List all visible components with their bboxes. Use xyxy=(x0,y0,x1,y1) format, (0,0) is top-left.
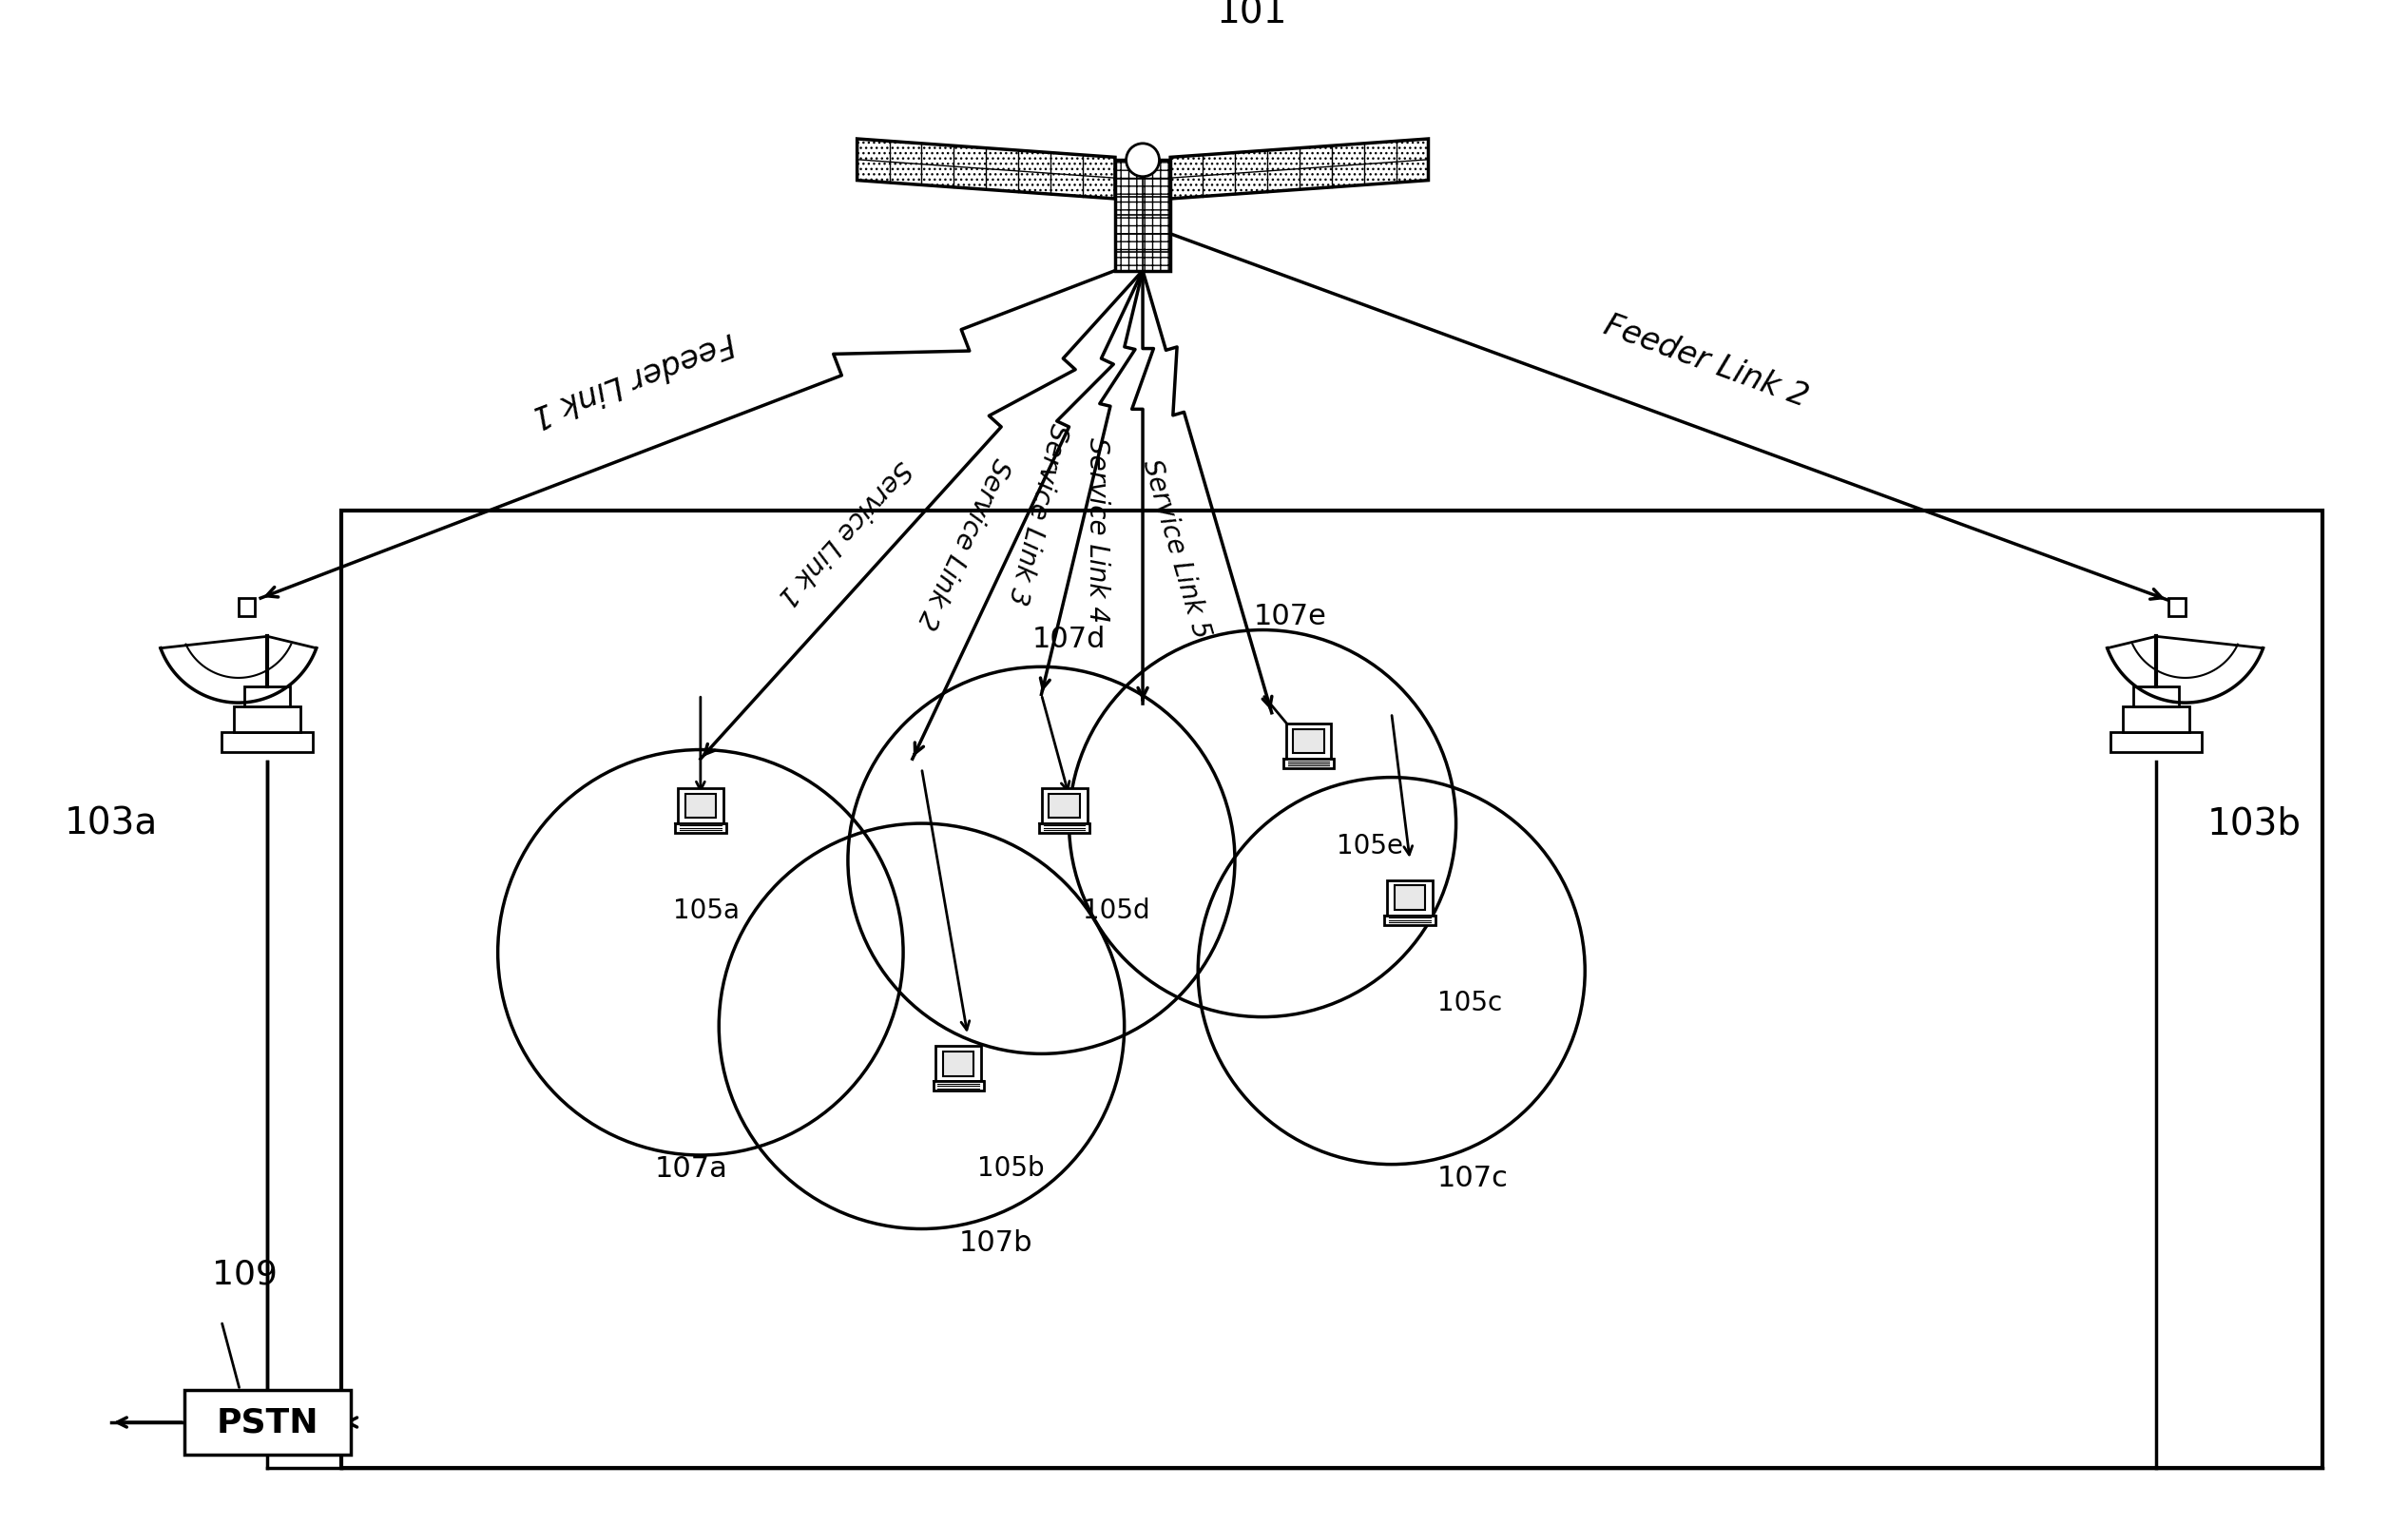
Text: 107b: 107b xyxy=(958,1229,1033,1257)
Circle shape xyxy=(1127,143,1158,177)
Text: Service Link 4: Service Link 4 xyxy=(1084,438,1110,624)
Text: Service Link 5: Service Link 5 xyxy=(1137,456,1214,642)
Text: 105e: 105e xyxy=(1336,833,1404,860)
Bar xyxy=(234,708,301,732)
Bar xyxy=(246,686,291,708)
Bar xyxy=(937,1046,982,1081)
Bar xyxy=(222,732,313,752)
Bar xyxy=(944,1051,973,1075)
Bar xyxy=(684,793,715,817)
Bar xyxy=(2109,732,2201,752)
Text: 105b: 105b xyxy=(978,1156,1045,1182)
Text: 107d: 107d xyxy=(1033,625,1105,653)
Text: 105d: 105d xyxy=(1084,898,1151,924)
Bar xyxy=(1040,824,1091,833)
Bar xyxy=(185,1391,352,1455)
Text: Service Link 1: Service Link 1 xyxy=(771,454,915,610)
Text: Feeder Link 2: Feeder Link 2 xyxy=(1599,310,1813,413)
Bar xyxy=(1115,160,1170,270)
Text: 101: 101 xyxy=(1216,0,1288,30)
Bar xyxy=(1043,788,1088,824)
Text: Service Link 2: Service Link 2 xyxy=(910,454,1014,633)
Text: 103b: 103b xyxy=(2206,805,2302,842)
Bar xyxy=(677,788,722,824)
Bar xyxy=(1283,759,1334,769)
Text: 103a: 103a xyxy=(65,805,159,842)
Bar xyxy=(1293,729,1324,753)
Bar xyxy=(342,511,2321,1469)
Text: Service Link 3: Service Link 3 xyxy=(1002,421,1072,607)
Bar xyxy=(2124,708,2189,732)
Bar xyxy=(1050,793,1079,817)
Bar xyxy=(1387,880,1433,915)
Text: Feeder Link 1: Feeder Link 1 xyxy=(527,326,739,432)
Bar xyxy=(1286,723,1332,759)
Text: 107c: 107c xyxy=(1438,1165,1510,1193)
Text: 105c: 105c xyxy=(1438,990,1503,1016)
Bar xyxy=(2170,598,2184,616)
Bar xyxy=(1394,886,1426,910)
Bar xyxy=(238,598,255,616)
Bar xyxy=(2133,686,2179,708)
Bar xyxy=(934,1081,985,1090)
Text: 105a: 105a xyxy=(672,898,739,924)
Text: PSTN: PSTN xyxy=(217,1406,318,1438)
Text: 107e: 107e xyxy=(1252,602,1327,630)
Bar xyxy=(674,824,725,833)
Bar xyxy=(1385,915,1435,924)
Text: 107a: 107a xyxy=(655,1154,727,1183)
Text: 109: 109 xyxy=(212,1258,277,1292)
